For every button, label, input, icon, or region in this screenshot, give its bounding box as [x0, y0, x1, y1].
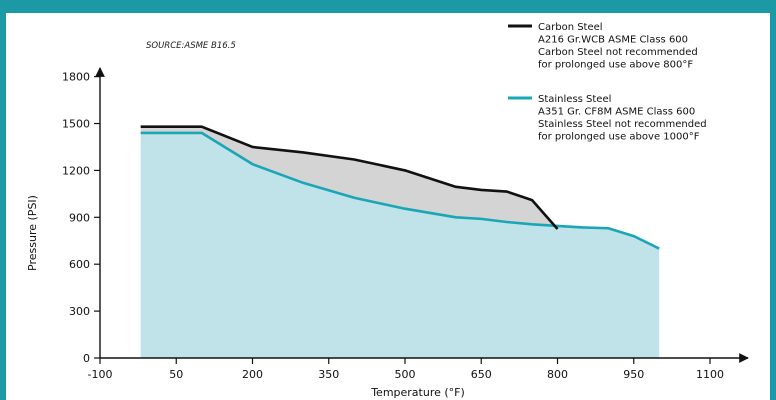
legend-stainless-text: A351 Gr. CF8M ASME Class 600	[538, 107, 695, 118]
legend-carbon-text: Carbon Steel	[538, 22, 603, 33]
source-note: SOURCE:ASME B16.5	[146, 41, 236, 51]
y-tick-label: 1200	[62, 164, 90, 177]
x-tick-label: 800	[547, 368, 568, 381]
x-axis-title: Temperature (°F)	[370, 386, 465, 399]
carbon-margin-area	[140, 126, 558, 230]
legend-stainless-text: for prolonged use above 1000°F	[538, 132, 700, 143]
y-axis-title: Pressure (PSI)	[26, 195, 39, 271]
x-tick-label: 350	[318, 368, 339, 381]
legend-carbon-text: Carbon Steel not recommended	[538, 47, 698, 58]
carbon-steel-line	[140, 125, 559, 230]
stainless-area	[140, 132, 660, 358]
x-tick-label: 200	[242, 368, 263, 381]
y-tick-label: 600	[69, 258, 90, 271]
y-tick-label: 900	[69, 211, 90, 224]
legend: Carbon Steel A216 Gr.WCB ASME Class 600Ca…	[508, 22, 707, 143]
chart-frame: 0 300 600 900 1200 1500 1800 -100 50 200 350 500 65…	[6, 13, 770, 400]
x-tick-label: 950	[623, 368, 644, 381]
chart-svg: 0 300 600 900 1200 1500 1800 -100 50 200 350 500 65…	[26, 22, 749, 399]
stainless-steel-line	[140, 131, 660, 250]
legend-stainless-text: Stainless Steel not recommended	[538, 119, 707, 130]
x-tick-label: 50	[169, 368, 183, 381]
legend-stainless-text: Stainless Steel	[538, 94, 611, 105]
x-tick-label: 1100	[696, 368, 724, 381]
legend-carbon-text: for prolonged use above 800°F	[538, 60, 693, 71]
y-tick-label: 1800	[62, 71, 90, 84]
y-tick-label: 300	[69, 305, 90, 318]
legend-carbon-text: A216 Gr.WCB ASME Class 600	[538, 35, 688, 46]
y-tick-label: 0	[83, 352, 90, 365]
x-tick-label: 650	[471, 368, 492, 381]
x-tick-label: -100	[88, 368, 113, 381]
x-tick-label: 500	[395, 368, 416, 381]
y-tick-label: 1500	[62, 118, 90, 131]
